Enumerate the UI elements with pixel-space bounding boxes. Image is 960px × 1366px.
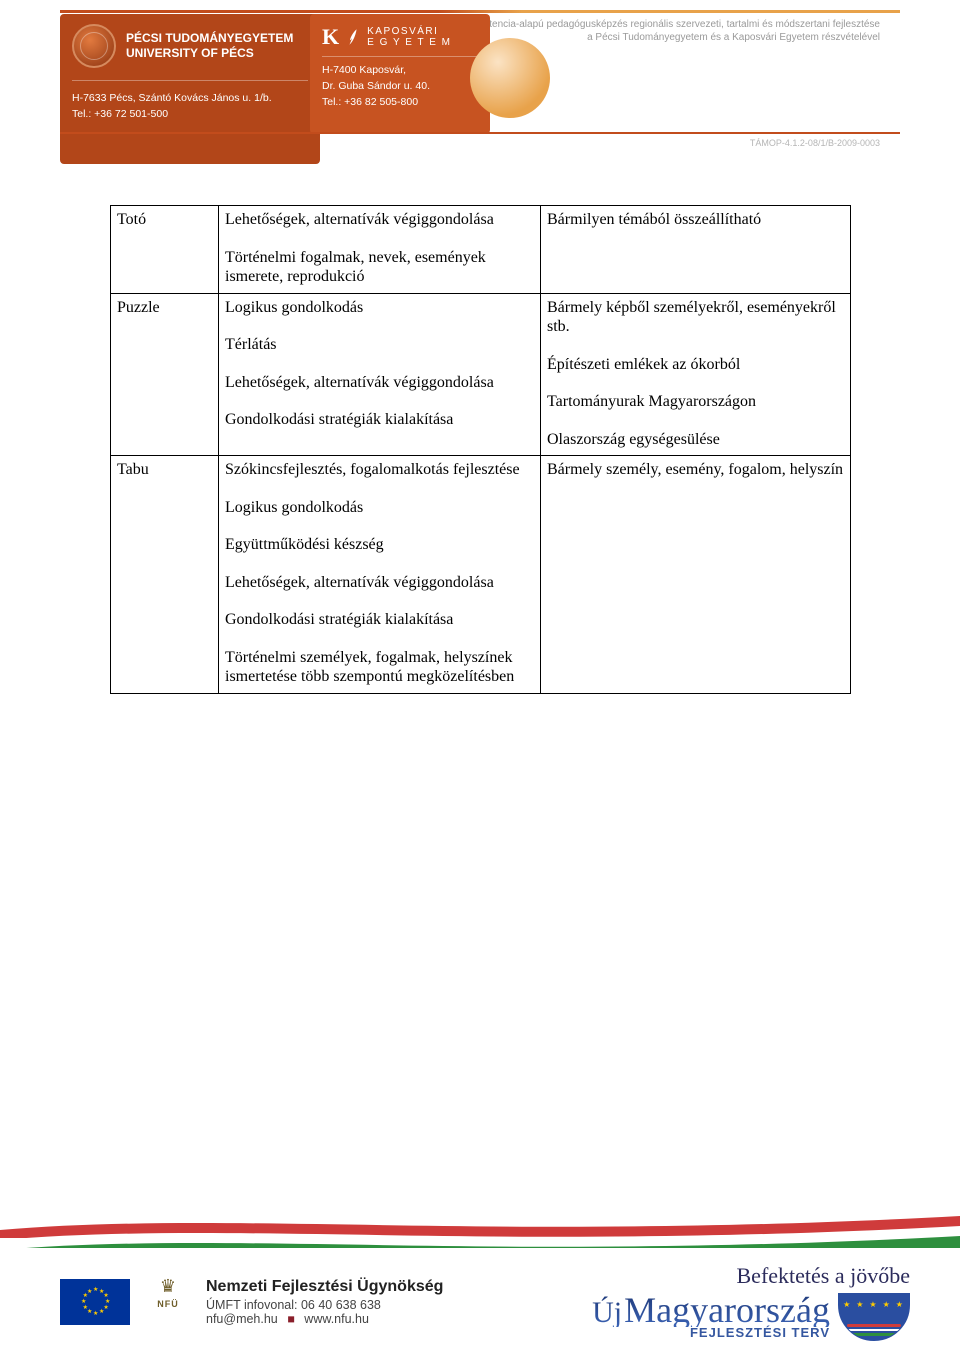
ujm-logo-text: ÚjMagyarország FEJLESZTÉSI TERV [592, 1294, 830, 1339]
main-table-wrap: TotóLehetőségek, alternatívák végiggondo… [110, 205, 850, 694]
table-cell-topics: Bármely képből személyekről, eseményekrő… [541, 293, 851, 456]
nfu-text-block: Nemzeti Fejlesztési Ügynökség ÚMFT infov… [206, 1278, 443, 1326]
pecs-title: PÉCSI TUDOMÁNYEGYETEM UNIVERSITY OF PÉCS [126, 31, 293, 61]
nfu-mail: nfu@meh.hu [206, 1312, 278, 1326]
crown-icon: ♛ [160, 1276, 176, 1297]
table-row: Tabu Szókincsfejlesztés, fogalomalkotás f… [111, 456, 851, 694]
pecs-seal-icon [72, 24, 116, 68]
ujm-uj: Új [592, 1296, 622, 1329]
page-header: A kompetencia-alapú pedagógusképzés regi… [0, 0, 960, 165]
pecs-tel: Tel.: +36 72 501-500 [72, 107, 308, 123]
cell-paragraph: Szókincsfejlesztés, fogalomalkotás fejle… [225, 460, 534, 480]
cell-paragraph: Olaszország egységesülése [547, 430, 844, 450]
main-table: TotóLehetőségek, alternatívák végiggondo… [110, 205, 851, 694]
nfu-title: Nemzeti Fejlesztési Ügynökség [206, 1278, 443, 1296]
cell-paragraph: Bármely személy, esemény, fogalom, helys… [547, 460, 844, 480]
table-cell-skills: Logikus gondolkodás Térlátás Lehetőségek, … [219, 293, 541, 456]
kaposvar-block: K KAPOSVÁRI E G Y E T E M H-7400 Kaposvá… [310, 14, 490, 134]
bullet-icon: ■ [281, 1312, 301, 1326]
nfu-crest-icon: ♛ NFÜ [148, 1276, 188, 1328]
header-top-rule [60, 10, 900, 13]
kap-addr1: H-7400 Kaposvár, [322, 63, 478, 79]
kap-addr2: Dr. Guba Sándor u. 40. [322, 79, 478, 95]
table-cell-name: Totó [111, 206, 219, 294]
competence-line-1: A kompetencia-alapú pedagógusképzés regi… [450, 18, 880, 31]
cell-paragraph: Logikus gondolkodás [225, 498, 534, 518]
cell-paragraph: Bármilyen témából összeállítható [547, 210, 844, 230]
cell-paragraph: Gondolkodási stratégiák kialakítása [225, 410, 534, 430]
pecs-address: H-7633 Pécs, Szántó Kovács János u. 1/b.… [60, 87, 320, 123]
kaposvar-name-bottom: E G Y E T E M [367, 37, 451, 48]
table-cell-topics: Bármely személy, esemény, fogalom, helys… [541, 456, 851, 694]
cell-paragraph: Gondolkodási stratégiák kialakítása [225, 610, 534, 630]
page-footer: ★★★★★★★★★★★★ ♛ NFÜ Nemzeti Fejlesztési Ü… [0, 1166, 960, 1366]
footer-right: Befektetés a jövőbe ÚjMagyarország FEJLE… [592, 1263, 910, 1341]
ujm-text: ÚjMagyarország [592, 1294, 830, 1326]
cell-paragraph: Történelmi fogalmak, nevek, események is… [225, 248, 534, 287]
kaposvar-divider [322, 56, 478, 57]
cell-paragraph: Tartományurak Magyarországon [547, 392, 844, 412]
cell-paragraph: Lehetőségek, alternatívák végiggondolása [225, 373, 534, 393]
table-cell-skills: Szókincsfejlesztés, fogalomalkotás fejle… [219, 456, 541, 694]
table-cell-name: Tabu [111, 456, 219, 694]
eu-mini-icon: ★ ★ ★ ★ ★ [838, 1293, 910, 1341]
pecs-title-en: UNIVERSITY OF PÉCS [126, 46, 293, 61]
pecs-block: PÉCSI TUDOMÁNYEGYETEM UNIVERSITY OF PÉCS… [60, 14, 320, 164]
ujm-row: ÚjMagyarország FEJLESZTÉSI TERV ★ ★ ★ ★ … [592, 1293, 910, 1341]
cell-paragraph: Lehetőségek, alternatívák végiggondolása [225, 573, 534, 593]
pecs-title-hu: PÉCSI TUDOMÁNYEGYETEM [126, 31, 293, 46]
table-cell-name: Puzzle [111, 293, 219, 456]
kaposvar-address: H-7400 Kaposvár, Dr. Guba Sándor u. 40. … [322, 63, 478, 110]
nfu-infoline: ÚMFT infovonal: 06 40 638 638 [206, 1298, 443, 1312]
nfu-contacts: nfu@meh.hu ■ www.nfu.hu [206, 1312, 443, 1326]
nfu-web: www.nfu.hu [304, 1312, 369, 1326]
kaposvar-logo-row: K KAPOSVÁRI E G Y E T E M [322, 24, 478, 50]
cell-paragraph: Együttműködési készség [225, 535, 534, 555]
cell-paragraph: Bármely képből személyekről, eseményekrő… [547, 298, 844, 337]
pecs-divider [72, 80, 308, 81]
nfu-crest-label: NFÜ [157, 1299, 179, 1309]
pecs-logo-row: PÉCSI TUDOMÁNYEGYETEM UNIVERSITY OF PÉCS [60, 14, 320, 74]
kaposvar-name-top: KAPOSVÁRI [367, 26, 451, 37]
table-row: Puzzle Logikus gondolkodás Térlátás Lehetős… [111, 293, 851, 456]
ujm-main: Magyarország [624, 1290, 830, 1330]
eu-flag-icon: ★★★★★★★★★★★★ [60, 1279, 130, 1325]
kaposvar-k-icon: K [322, 24, 339, 50]
table-cell-topics: Bármilyen témából összeállítható [541, 206, 851, 294]
kap-tel: Tel.: +36 82 505-800 [322, 95, 478, 111]
table-cell-skills: Lehetőségek, alternatívák végiggondolása… [219, 206, 541, 294]
header-circle-icon [470, 38, 550, 118]
tamop-code: TÁMOP-4.1.2-08/1/B-2009-0003 [750, 138, 880, 148]
pecs-addr-line: H-7633 Pécs, Szántó Kovács János u. 1/b. [72, 91, 308, 107]
header-bottom-rule [60, 132, 900, 134]
cell-paragraph: Építészeti emlékek az ókorból [547, 355, 844, 375]
footer-bar: ★★★★★★★★★★★★ ♛ NFÜ Nemzeti Fejlesztési Ü… [0, 1248, 960, 1366]
footer-slogan: Befektetés a jövőbe [737, 1263, 911, 1289]
cell-paragraph: Térlátás [225, 335, 534, 355]
cell-paragraph: Logikus gondolkodás [225, 298, 534, 318]
table-row: TotóLehetőségek, alternatívák végiggondo… [111, 206, 851, 294]
feather-icon [343, 27, 364, 48]
cell-paragraph: Lehetőségek, alternatívák végiggondolása [225, 210, 534, 230]
cell-paragraph: Történelmi személyek, fogalmak, helyszín… [225, 648, 534, 687]
kaposvar-name: KAPOSVÁRI E G Y E T E M [367, 26, 451, 48]
